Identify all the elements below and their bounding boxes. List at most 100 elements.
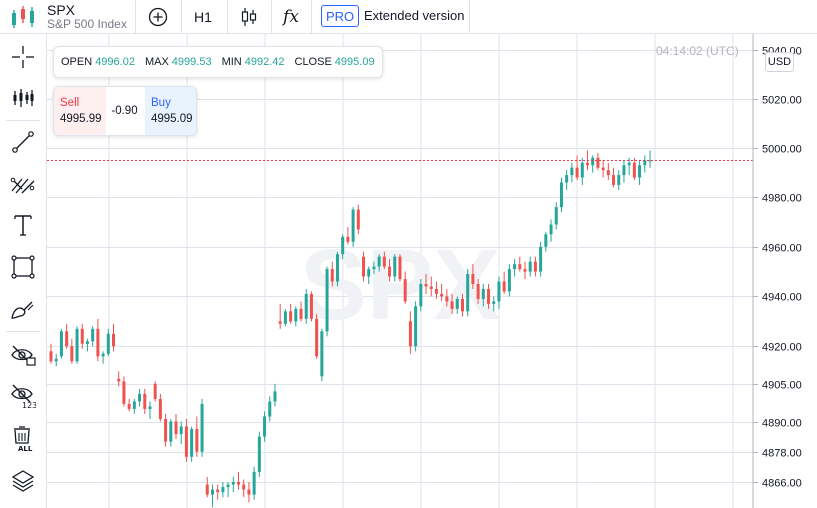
candle	[195, 416, 199, 457]
buy-button[interactable]: Buy 4995.09	[145, 87, 196, 135]
candle	[648, 150, 652, 168]
candle	[101, 351, 105, 364]
candle-body	[221, 487, 225, 493]
clock-display: 04:14:02 (UTC)	[656, 44, 739, 58]
layers-button[interactable]	[6, 463, 40, 497]
candle-body	[283, 311, 287, 324]
candle-body	[606, 170, 610, 176]
candle-body	[362, 256, 366, 277]
candle-body	[518, 264, 522, 270]
remove-all-button[interactable]: ALL	[6, 422, 40, 456]
candle	[497, 276, 501, 309]
candle	[247, 482, 251, 503]
text-icon	[14, 215, 32, 236]
candle	[513, 259, 517, 277]
candle	[278, 303, 282, 329]
candle	[455, 296, 459, 314]
hide-indicators-button[interactable]: 123	[6, 379, 40, 413]
candle-body	[632, 162, 636, 178]
candle	[450, 293, 454, 314]
sell-label: Sell	[60, 97, 80, 109]
price-axis-background[interactable]	[753, 34, 817, 508]
candle-body	[393, 256, 397, 277]
candle	[565, 170, 569, 190]
candle-body	[117, 378, 121, 382]
candle	[309, 291, 313, 322]
indicators-tool-button[interactable]	[6, 81, 40, 115]
toolbar-divider	[271, 0, 272, 34]
candle-body	[351, 209, 355, 242]
toolbar-divider	[6, 331, 40, 332]
candle-body	[523, 269, 527, 272]
text-tool-button[interactable]	[6, 208, 40, 242]
candle	[210, 484, 214, 508]
candle-body	[85, 341, 89, 344]
min-value: 4992.42	[244, 56, 285, 68]
hide-drawings-button[interactable]	[6, 337, 40, 371]
candle	[80, 323, 84, 349]
timeframe-button[interactable]: H1	[190, 0, 216, 34]
candle	[341, 234, 345, 260]
candle-body	[91, 328, 95, 342]
candle	[132, 398, 136, 414]
pro-badge[interactable]: PRO	[321, 5, 360, 27]
y-tick-label: 4905.00	[762, 380, 802, 392]
candle	[424, 274, 428, 294]
sell-button[interactable]: Sell 4995.99	[54, 87, 106, 135]
candle	[502, 271, 506, 294]
candle	[559, 177, 563, 213]
candle-body	[549, 224, 553, 235]
currency-button[interactable]: USD	[765, 52, 794, 72]
candle-body	[231, 482, 235, 485]
layers-icon	[11, 470, 35, 492]
candles-logo-icon	[12, 6, 34, 28]
price-chart[interactable]: SPX 4866.00 4878.00 4890.00 4905.00 4920.00 4…	[47, 34, 817, 508]
candle	[226, 482, 230, 498]
indicators-button[interactable]: fx	[280, 0, 302, 34]
candle	[273, 383, 277, 407]
rectangle-tool-button[interactable]	[6, 250, 40, 284]
fib-tool-button[interactable]	[6, 166, 40, 200]
candle-body	[153, 383, 157, 399]
chart-type-button[interactable]	[238, 0, 260, 34]
candle-body	[132, 401, 136, 409]
y-tick-label: 4920.00	[762, 342, 802, 354]
y-tick-label: 5020.00	[762, 95, 802, 107]
candle	[127, 398, 131, 412]
candle	[356, 204, 360, 235]
trend-line-button[interactable]	[6, 125, 40, 159]
candle-body	[80, 328, 84, 344]
candle	[263, 411, 267, 442]
candle	[528, 256, 532, 277]
crosshair-button[interactable]	[6, 40, 40, 74]
candle	[174, 413, 178, 440]
candle	[158, 393, 162, 422]
candle	[315, 313, 319, 359]
brush-tool-button[interactable]	[6, 293, 40, 327]
symbol-name[interactable]: SPX	[47, 2, 76, 18]
candle-body	[325, 269, 329, 332]
candle	[612, 167, 616, 188]
candle	[96, 318, 100, 362]
candle	[289, 303, 293, 324]
candle	[403, 271, 407, 304]
drawing-toolbar: 123 ALL	[0, 34, 47, 508]
candle-body	[648, 160, 652, 162]
extended-version-link[interactable]: Extended version	[364, 8, 465, 23]
candle-body	[70, 346, 74, 362]
candle-body	[554, 207, 558, 225]
candle	[408, 311, 412, 354]
candle	[580, 157, 584, 185]
candle-body	[596, 157, 600, 168]
candle-body	[278, 321, 282, 324]
candle	[346, 226, 350, 245]
symbol-watermark: SPX	[300, 229, 500, 341]
candle	[268, 396, 272, 422]
candle	[440, 283, 444, 302]
timeframe-label: H1	[194, 9, 212, 25]
candle-body	[59, 331, 63, 357]
svg-text:123: 123	[22, 401, 36, 409]
candle	[414, 301, 418, 352]
add-symbol-button[interactable]	[146, 0, 170, 34]
hide-drawings-icon	[11, 345, 36, 366]
